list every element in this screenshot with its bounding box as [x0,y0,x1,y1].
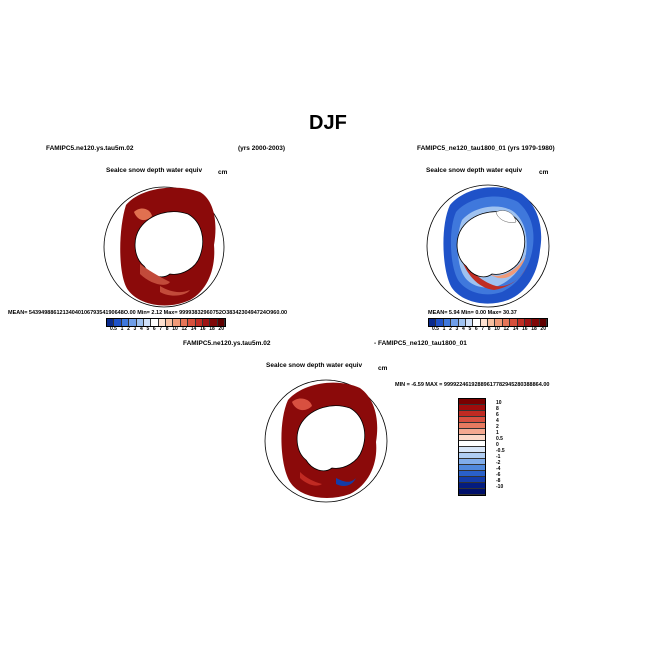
right-cbar-label: 5 [468,326,472,332]
left-cbar-label: 18 [209,326,215,332]
right-years-label: (yrs 1979-1980) [507,145,555,152]
right-cbar-label: 18 [531,326,537,332]
left-cbar-label: 4 [139,326,143,332]
diff-cbar-label: -2 [496,460,501,466]
right-cbar-label: 16 [521,326,528,332]
diff-colorbar-labels: 10 8 6 4 2 1 0.5 0 -0.5 -1 -2 -4 -6 -8 -… [496,400,516,492]
left-cbar-label: 3 [133,326,137,332]
diff-cbar-label: -4 [496,466,501,472]
diff-cbar-label: -0.5 [496,448,505,454]
left-colorbar-labels: 0.5 1 2 3 4 5 6 7 8 10 12 14 16 18 20 [110,326,224,332]
right-cbar-label: 2 [449,326,452,332]
left-cbar-label: 20 [218,326,224,332]
left-case-label: FAMIPC5.ne120.ys.tau5m.02 [46,145,134,152]
diff-cbar-label: 4 [496,418,499,424]
left-cbar-label: 0.5 [110,326,117,332]
right-case-name: FAMIPC5_ne120_tau1800_01 [417,145,506,152]
diff-cbar-label: 1 [496,430,499,436]
left-cbar-label: 6 [152,326,156,332]
left-cbar-label: 16 [199,326,206,332]
page-title: DJF [309,112,347,134]
diff-cbar-label: 2 [496,424,499,430]
right-cbar-label: 0.5 [432,326,439,332]
diff-cbar-label: 10 [496,400,502,406]
left-cbar-label: 2 [127,326,130,332]
right-cbar-label: 20 [540,326,546,332]
left-years-label: (yrs 2000-2003) [238,145,285,152]
right-case-label: FAMIPC5_ne120_tau1800_01 (yrs 1979-1980) [417,145,555,152]
diff-cbar-label: 0 [496,442,499,448]
diff-stats: MIN = -6.59 MAX = 9999224619288961778294… [395,382,550,388]
diff-colorbar [458,398,486,496]
left-cbar-label: 12 [181,326,188,332]
right-cbar-label: 14 [512,326,519,332]
right-cbar-label: 6 [474,326,478,332]
left-cbar-label: 7 [159,326,163,332]
diff-case-right-label: - FAMIPC5_ne120_tau1800_01 [374,340,467,347]
left-variable-label: Sealce snow depth water equiv [106,167,203,174]
right-cbar-label: 3 [455,326,459,332]
left-stats: MEAN= 5439498861213404010679354190648O.0… [8,310,288,316]
left-cbar-label: 14 [190,326,197,332]
right-cbar-label: 12 [503,326,510,332]
left-units-label: cm [218,169,228,176]
right-cbar-label: 1 [442,326,446,332]
right-cbar-label: 10 [494,326,500,332]
diff-cbar-label: -1 [496,454,501,460]
right-cbar-label: 8 [487,326,491,332]
right-cbar-label: 4 [461,326,465,332]
left-cbar-label: 8 [165,326,169,332]
diff-cbar-label: -10 [496,484,504,490]
right-colorbar-labels: 0.5 1 2 3 4 5 6 7 8 10 12 14 16 18 20 [432,326,546,332]
diff-cbar-label: 8 [496,406,499,412]
diff-cbar-label: 0.5 [496,436,503,442]
left-colorbar [106,318,226,327]
diff-case-left-label: FAMIPC5.ne120.ys.tau5m.02 [183,340,271,347]
left-cbar-label: 1 [120,326,124,332]
diff-cbar-label: -6 [496,472,501,478]
diff-units-label: cm [378,365,388,372]
right-stats: MEAN= 5.94 Min= 0.00 Max= 30.37 [428,310,517,316]
left-cbar-label: 10 [172,326,178,332]
right-cbar-label: 7 [481,326,485,332]
right-colorbar [428,318,548,327]
diff-cbar-label: -8 [496,478,501,484]
right-units-label: cm [539,169,549,176]
left-cbar-label: 5 [146,326,150,332]
right-variable-label: Sealce snow depth water equiv [426,167,523,174]
diff-variable-label: Sealce snow depth water equiv [266,362,363,369]
diff-cbar-label: 6 [496,412,499,418]
